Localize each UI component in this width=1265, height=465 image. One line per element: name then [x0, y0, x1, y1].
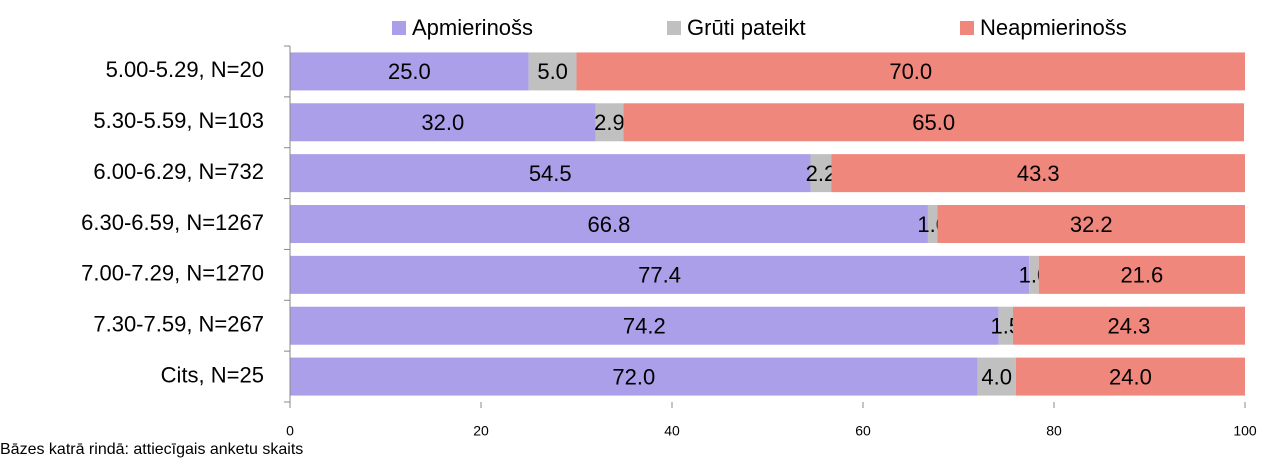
x-tick-label: 80 — [1046, 423, 1062, 439]
bar-segment — [977, 357, 1016, 396]
bar-segment — [1012, 306, 1245, 345]
value-label: 4.0 — [981, 364, 1012, 389]
bar-segment — [810, 154, 832, 193]
bar-segment — [998, 306, 1013, 345]
value-label: 72.0 — [612, 364, 655, 389]
x-tick-label: 20 — [473, 423, 489, 439]
y-tick-label: 7.00-7.29, N=1270 — [81, 261, 264, 286]
bar-segment — [1038, 255, 1245, 294]
y-tick-label: 5.30-5.59, N=103 — [93, 108, 264, 133]
value-label: 70.0 — [889, 59, 932, 84]
bar-segment — [1015, 357, 1245, 396]
bar-segment — [290, 357, 978, 396]
y-tick-label: Cits, N=25 — [161, 362, 264, 387]
y-tick-label: 5.00-5.29, N=20 — [106, 57, 264, 82]
legend-label: Apmierinošs — [412, 15, 533, 40]
legend-label: Grūti pateikt — [687, 15, 806, 40]
value-label: 24.0 — [1109, 364, 1152, 389]
x-tick-label: 60 — [855, 423, 871, 439]
value-label: 77.4 — [638, 263, 681, 288]
bar-segment — [595, 103, 624, 142]
bar-segment — [290, 103, 596, 142]
bar-segment — [1029, 255, 1039, 294]
x-tick-label: 40 — [664, 423, 680, 439]
bar-segment — [290, 205, 928, 243]
bar-segment — [290, 255, 1030, 294]
value-label: 21.6 — [1120, 263, 1163, 288]
bar-segment — [528, 52, 577, 91]
value-label: 32.0 — [421, 110, 464, 135]
value-label: 54.5 — [529, 161, 572, 186]
value-label: 43.3 — [1017, 161, 1060, 186]
value-label: 24.3 — [1108, 314, 1151, 339]
y-tick-label: 7.30-7.59, N=267 — [93, 312, 264, 337]
bar-segment — [927, 205, 938, 243]
value-label: 2.2 — [806, 161, 837, 186]
legend-label: Neapmierinošs — [980, 15, 1127, 40]
note: Bāzes katrā rindā: attiecīgais anketu sk… — [0, 441, 303, 458]
legend-swatch — [960, 21, 974, 35]
y-tick-label: 6.30-6.59, N=1267 — [81, 210, 264, 235]
value-label: 32.2 — [1070, 212, 1113, 237]
bar-segment — [831, 154, 1245, 193]
value-label: 5.0 — [537, 59, 568, 84]
x-tick-label: 100 — [1233, 423, 1257, 439]
legend-swatch — [667, 21, 681, 35]
bar-segment — [576, 52, 1245, 91]
value-label: 66.8 — [588, 212, 631, 237]
bar-segment — [290, 154, 811, 193]
value-label: 2.9 — [594, 110, 625, 135]
bar-segment — [623, 103, 1245, 142]
value-label: 65.0 — [912, 110, 955, 135]
y-tick-label: 6.00-6.29, N=732 — [93, 159, 264, 184]
bar-segment — [937, 205, 1245, 243]
value-label: 74.2 — [623, 314, 666, 339]
legend-swatch — [392, 21, 406, 35]
value-label: 25.0 — [388, 59, 431, 84]
x-tick-label: 0 — [286, 423, 294, 439]
bar-segment — [290, 52, 529, 91]
bar-segment — [290, 306, 999, 345]
